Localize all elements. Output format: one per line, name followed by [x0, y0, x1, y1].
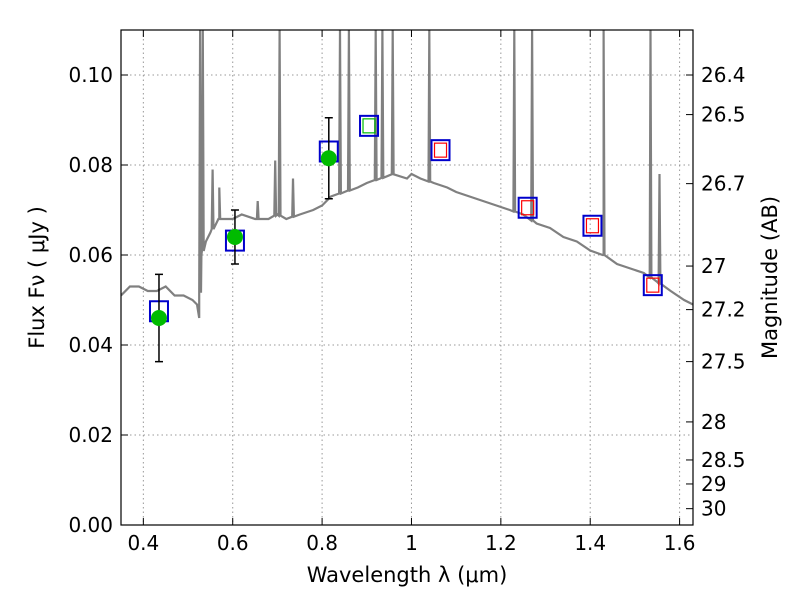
inner-flux-square: [362, 118, 376, 134]
right-tick-label: 26.4: [701, 63, 746, 87]
right-tick-label: 28.5: [701, 448, 746, 472]
inner-flux-square: [585, 218, 600, 234]
x-tick-label: 1.2: [485, 531, 517, 555]
right-tick-label: 27.2: [701, 298, 746, 322]
right-tick-label: 29: [701, 472, 726, 496]
x-tick-label: 0.6: [217, 531, 249, 555]
x-tick-label: 0.4: [127, 531, 159, 555]
inner-flux-square: [433, 142, 448, 158]
inner-flux-square: [521, 200, 535, 216]
model-flux-square: [430, 139, 451, 162]
right-axis-label: Magnitude (AB): [758, 196, 782, 359]
model-flux-square: [582, 214, 603, 237]
right-tick-label: 27: [701, 254, 726, 278]
y-tick-label: 0.06: [68, 243, 113, 267]
axis-ticks: 0.4 0.6 0.8 1 1.2 1.4 1.6 0.00 0.02 0.04 0.06 0.08 0…: [68, 30, 746, 555]
y-tick-label: 0.08: [68, 153, 113, 177]
photometry-point: [150, 310, 167, 326]
y-tick-label: 0.04: [68, 333, 113, 357]
model-flux-square: [642, 274, 663, 297]
grid-lines: [121, 30, 693, 526]
x-axis-label: Wavelength λ (μm): [307, 563, 508, 587]
spectrum-line: [121, 30, 693, 319]
right-tick-label: 26.7: [701, 172, 746, 196]
y-tick-label: 0.02: [68, 423, 113, 447]
model-flux-square: [517, 196, 538, 219]
model-flux-square: [359, 114, 380, 137]
plot-frame: [120, 29, 694, 526]
photometry-points: [148, 114, 663, 363]
photometry-point: [226, 229, 243, 245]
y-tick-label: 0.10: [68, 63, 113, 87]
y-tick-label: 0.00: [68, 513, 113, 537]
y-axis-label: Flux Fν ( μJy ): [25, 206, 49, 349]
photometry-point: [320, 150, 337, 167]
x-tick-label: 0.8: [306, 531, 338, 555]
inner-flux-square: [646, 277, 660, 293]
right-tick-label: 30: [701, 497, 726, 521]
right-tick-label: 27.5: [701, 350, 746, 374]
x-tick-label: 1.4: [574, 531, 606, 555]
x-tick-label: 1: [405, 531, 418, 555]
model-spectrum: [121, 30, 693, 319]
right-tick-label: 28: [701, 410, 726, 434]
right-tick-label: 26.5: [701, 103, 746, 127]
x-tick-label: 1.6: [664, 531, 696, 555]
